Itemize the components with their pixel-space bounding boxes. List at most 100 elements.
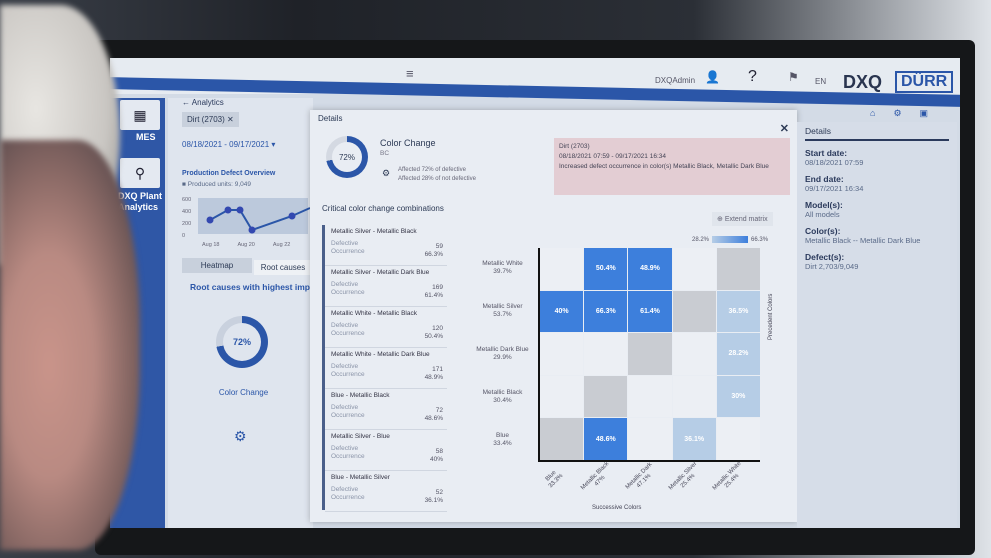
date-range-select[interactable]: 08/18/2021 - 09/17/2021 ▾ xyxy=(182,140,276,149)
defective-label: Defective xyxy=(331,281,359,288)
heatmap-cell[interactable]: 36.5% xyxy=(716,290,760,333)
combination-name: Blue - Metallic Black xyxy=(331,392,390,399)
defective-count: 169 xyxy=(432,284,443,291)
heatmap-cell[interactable]: 28.2% xyxy=(716,333,760,375)
panel-icon[interactable]: ▣ xyxy=(919,108,929,118)
tab-heatmap[interactable]: Heatmap xyxy=(182,258,252,273)
toolbar-icons: ⌂ ⚙ ▣ xyxy=(870,108,928,119)
detail-label: Defect(s): xyxy=(805,252,845,262)
close-icon[interactable]: ✕ xyxy=(227,115,234,124)
combination-item[interactable]: Metallic Silver - Blue Defective Occurrenc… xyxy=(325,430,447,471)
nav-item-analytics[interactable]: DXQ Plant Analytics xyxy=(118,191,163,212)
legend-gradient xyxy=(712,236,749,243)
row-pct: 39.7% xyxy=(493,268,512,275)
heatmap-cell[interactable] xyxy=(628,418,672,460)
heatmap-cell[interactable]: 30% xyxy=(716,375,760,418)
dxq-logo: DXQ xyxy=(843,72,883,92)
combination-name: Metallic White - Metallic Dark Blue xyxy=(331,351,430,358)
cause-title: Color Change xyxy=(380,138,436,148)
heatmap-cell[interactable] xyxy=(672,375,716,418)
heatmap-legend: 28.2% 66.3% xyxy=(692,236,768,243)
defective-count: 58 xyxy=(435,448,443,455)
heatmap-cell[interactable] xyxy=(584,375,628,418)
combination-labels: Defective Occurrence xyxy=(331,486,441,502)
close-button[interactable]: ✕ xyxy=(779,123,789,135)
x-ticks: Aug 18 Aug 20 Aug 22 xyxy=(202,242,290,248)
defective-label: Defective xyxy=(331,445,359,452)
durr-logo: DÜRR xyxy=(895,71,954,93)
heatmap-cell[interactable] xyxy=(540,248,584,290)
occurrence-label: Occurrence xyxy=(331,371,365,378)
row-label: Metallic Black 30.4% xyxy=(470,389,535,405)
combination-list[interactable]: Metallic Silver - Metallic Black Defectiv… xyxy=(322,225,447,512)
language[interactable]: EN xyxy=(815,77,827,86)
back-link[interactable]: ← Analytics xyxy=(182,98,224,107)
heatmap-cell[interactable] xyxy=(540,333,584,375)
heatmap-cell[interactable]: 48.9% xyxy=(628,248,672,290)
row-label: Metallic Silver 53.7% xyxy=(470,303,535,319)
analytics-icon[interactable]: ⚲ xyxy=(120,158,160,188)
defective-label: Defective xyxy=(331,322,359,329)
heatmap-cell[interactable] xyxy=(716,418,760,460)
menu-icon[interactable]: ≡ xyxy=(406,66,414,81)
tab-root-causes[interactable]: Root causes xyxy=(254,260,312,275)
home-icon[interactable]: ⌂ xyxy=(870,108,876,118)
row-label: Metallic White 39.7% xyxy=(470,260,535,276)
heatmap-cell[interactable]: 40% xyxy=(540,290,584,333)
combination-values: 171 48.9% xyxy=(425,366,443,382)
filter-chip[interactable]: Dirt (2703) ✕ xyxy=(182,112,239,127)
donut-label: Color Change xyxy=(218,388,269,397)
combination-name: Metallic White - Metallic Black xyxy=(331,310,417,317)
combination-name: Metallic Silver - Blue xyxy=(331,433,390,440)
heatmap-cell[interactable] xyxy=(672,248,716,290)
heatmap-cell[interactable] xyxy=(540,418,584,460)
x-axis-label: Successive Colors xyxy=(592,505,642,511)
defective-count: 171 xyxy=(432,366,443,373)
detail-label: Color(s): xyxy=(805,226,841,236)
heatmap-cell[interactable]: 61.4% xyxy=(628,290,672,333)
legend-max: 66.3% xyxy=(751,236,769,243)
heatmap-cell[interactable] xyxy=(628,375,672,418)
heatmap-cell[interactable] xyxy=(672,290,716,333)
combination-name: Blue - Metallic Silver xyxy=(331,474,390,481)
combination-item[interactable]: Metallic White - Metallic Black Defective… xyxy=(325,307,447,348)
combination-item[interactable]: Blue - Metallic Black Defective Occurrence… xyxy=(325,389,447,430)
occurrence-pct: 66.3% xyxy=(424,251,443,258)
combination-item[interactable]: Blue - Metallic Silver Defective Occurrenc… xyxy=(325,471,447,512)
modal-donut-value: 72% xyxy=(332,142,362,172)
combination-item[interactable]: Metallic White - Metallic Dark Blue Defec… xyxy=(325,348,447,389)
row-name: Metallic Black xyxy=(482,389,523,396)
y-tick: 0 xyxy=(182,233,186,239)
settings-icon[interactable]: ⚙ xyxy=(893,108,902,118)
mes-icon[interactable]: ▦ xyxy=(120,100,160,130)
combination-item[interactable]: Metallic Silver - Metallic Dark Blue Defe… xyxy=(325,266,447,307)
affected-defective: Affected 72% of defective xyxy=(398,167,466,173)
heatmap-cell[interactable] xyxy=(540,375,584,418)
heatmap-cell[interactable] xyxy=(716,248,760,290)
chart-legend: ■ Produced units: 9,049 xyxy=(182,181,251,188)
extend-matrix-button[interactable]: ⊕ Extend matrix xyxy=(712,212,773,226)
defective-label: Defective xyxy=(331,363,359,370)
heatmap-cell[interactable]: 48.6% xyxy=(584,418,628,460)
combination-item[interactable]: Metallic Silver - Metallic Black Defectiv… xyxy=(325,225,447,266)
detail-label: Start date: xyxy=(805,148,848,158)
flag-icon[interactable]: ⚑ xyxy=(788,70,799,84)
row-pct: 30.4% xyxy=(493,397,512,404)
defective-count: 59 xyxy=(435,243,443,250)
heatmap-cell[interactable]: 50.4% xyxy=(584,248,628,290)
combination-values: 52 36.1% xyxy=(425,489,443,505)
x-tick: Aug 18 xyxy=(202,242,220,248)
legend-label: Produced units: 9,049 xyxy=(187,181,251,188)
cause-code: BC xyxy=(380,150,390,157)
user-icon[interactable]: 👤 xyxy=(705,70,720,84)
heatmap-cell[interactable] xyxy=(672,333,716,375)
help-icon[interactable]: ? xyxy=(748,68,757,85)
column-label: Metallic White 25.4% xyxy=(709,458,750,499)
heatmap-cell[interactable]: 66.3% xyxy=(584,290,628,333)
affected-not-defective: Affected 28% of not defective xyxy=(398,176,476,182)
nav-item-mes[interactable]: MES xyxy=(136,132,156,142)
heatmap-cell[interactable] xyxy=(628,333,672,375)
heatmap-cell[interactable]: 36.1% xyxy=(672,418,716,460)
heatmap-cell[interactable] xyxy=(584,333,628,375)
occurrence-pct: 40% xyxy=(429,456,443,463)
